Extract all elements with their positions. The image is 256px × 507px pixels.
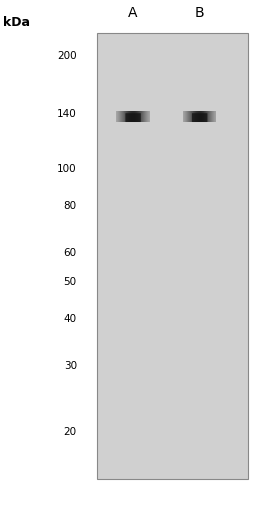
FancyBboxPatch shape: [192, 113, 207, 122]
FancyBboxPatch shape: [97, 33, 248, 479]
Text: 50: 50: [64, 277, 77, 287]
Text: 100: 100: [57, 164, 77, 174]
Text: B: B: [195, 6, 205, 20]
Text: 80: 80: [64, 201, 77, 210]
Text: 20: 20: [64, 427, 77, 437]
Text: 30: 30: [64, 361, 77, 371]
Text: 60: 60: [64, 247, 77, 258]
Text: A: A: [128, 6, 138, 20]
Text: kDa: kDa: [3, 16, 29, 29]
Text: 40: 40: [64, 314, 77, 324]
FancyBboxPatch shape: [125, 113, 141, 122]
Text: 140: 140: [57, 109, 77, 119]
Text: 200: 200: [57, 51, 77, 61]
